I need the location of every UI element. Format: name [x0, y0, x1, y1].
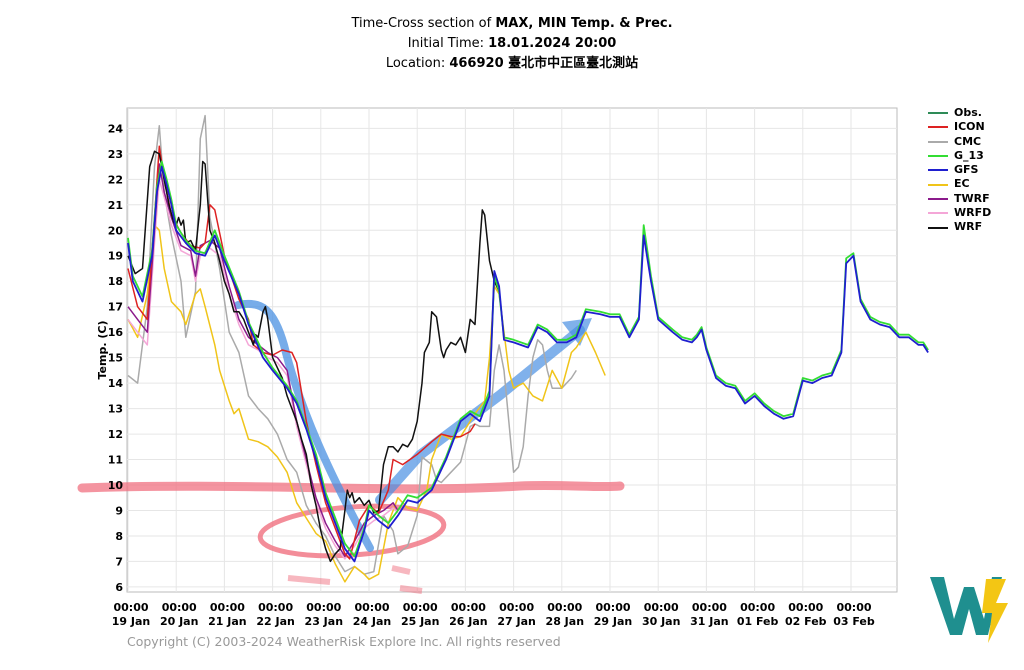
x-tick-date: 23 Jan: [305, 615, 343, 628]
legend-swatch: [928, 212, 948, 215]
plot-area: [126, 107, 898, 593]
x-tick-time: 00:00: [113, 601, 148, 614]
annotation-red-band: [77, 480, 625, 494]
legend-item: GFS: [928, 163, 991, 177]
legend-label: WRFD: [954, 206, 992, 220]
legend-swatch: [928, 197, 948, 200]
series-line-wrf: [127, 150, 500, 563]
y-tick-label: 9: [115, 504, 123, 517]
y-tick-label: 17: [108, 301, 123, 314]
y-tick-label: 11: [108, 454, 123, 467]
x-tick-date: 25 Jan: [401, 615, 439, 628]
y-tick-label: 15: [108, 352, 123, 365]
x-tick-time: 00:00: [740, 601, 775, 614]
x-tick-date: 02 Feb: [785, 615, 827, 628]
y-tick-label: 19: [108, 250, 123, 263]
x-tick-time: 00:00: [692, 601, 727, 614]
x-tick-date: 20 Jan: [160, 615, 198, 628]
legend-item: EC: [928, 177, 991, 191]
legend-label: Obs.: [954, 106, 982, 119]
y-tick-labels: 6 7 8 9 10 11 12 13 14 15 16 17 18 19 20 21 22 23 24: [108, 122, 124, 594]
x-tick-time: 00:00: [644, 601, 679, 614]
x-tick-time: 00:00: [354, 601, 389, 614]
y-tick-label: 10: [108, 479, 124, 492]
y-tick-label: 13: [108, 403, 123, 416]
x-tick-time: 00:00: [595, 601, 630, 614]
legend: Obs. ICON CMC G_13 GFS EC TWRF WRFD WRF: [928, 106, 991, 235]
legend-item: ICON: [928, 120, 991, 134]
x-tick-time: 00:00: [836, 601, 871, 614]
x-tick-date: 19 Jan: [112, 615, 150, 628]
legend-swatch: [928, 155, 948, 158]
x-tick-date: 24 Jan: [353, 615, 391, 628]
x-tick-date: 01 Feb: [737, 615, 779, 628]
x-tick-date: 31 Jan: [690, 615, 728, 628]
y-tick-label: 20: [108, 224, 124, 237]
series-line-gfs: [127, 165, 929, 563]
y-tick-label: 8: [115, 530, 123, 543]
x-tick-time: 00:00: [210, 601, 245, 614]
legend-item: TWRF: [928, 192, 991, 206]
x-tick-time: 00:00: [547, 601, 582, 614]
y-tick-label: 22: [108, 173, 123, 186]
x-tick-time: 00:00: [499, 601, 534, 614]
legend-label: WRF: [954, 220, 983, 234]
y-tick-label: 6: [115, 581, 123, 594]
x-tick-time: 00:00: [306, 601, 341, 614]
legend-label: GFS: [954, 163, 979, 177]
legend-swatch: [928, 226, 948, 229]
legend-label: CMC: [954, 134, 982, 148]
title-line-3: Location: 466920 臺北市中正區臺北測站: [385, 56, 639, 71]
x-tick-time: 00:00: [451, 601, 486, 614]
y-axis-label: Temp. (C): [96, 321, 109, 380]
y-tick-label: 21: [108, 199, 123, 212]
legend-label: G_13: [954, 148, 984, 162]
y-tick-label: 16: [108, 326, 124, 339]
x-tick-date: 03 Feb: [833, 615, 875, 628]
y-tick-label: 7: [115, 555, 123, 568]
title-line-2: Initial Time: 18.01.2024 20:00: [407, 36, 617, 51]
legend-item: G_13: [928, 149, 991, 163]
legend-item: WRFD: [928, 206, 991, 220]
weatherrisk-logo: [930, 577, 1008, 643]
x-tick-date: 27 Jan: [497, 615, 535, 628]
legend-swatch: [928, 112, 948, 115]
x-tick-time: 00:00: [403, 601, 438, 614]
y-tick-label: 23: [108, 148, 123, 161]
x-tick-date: 29 Jan: [594, 615, 632, 628]
x-tick-date: 21 Jan: [208, 615, 246, 628]
chart-title: Time-Cross section of MAX, MIN Temp. & P…: [0, 14, 1024, 74]
legend-swatch: [928, 169, 948, 172]
legend-swatch: [928, 140, 948, 143]
x-tick-date: 28 Jan: [546, 615, 584, 628]
legend-item: CMC: [928, 135, 991, 149]
y-tick-label: 12: [108, 428, 123, 441]
x-tick-date: 26 Jan: [449, 615, 487, 628]
grid-lines: [127, 108, 897, 592]
annotation-blue-down-arrow: [234, 299, 374, 552]
legend-label: ICON: [954, 120, 985, 134]
legend-swatch: [928, 126, 948, 129]
copyright-text: Copyright (C) 2003-2024 WeatherRisk Expl…: [127, 634, 561, 649]
y-tick-label: 18: [108, 275, 123, 288]
legend-item: Obs.: [928, 106, 991, 120]
x-tick-time: 00:00: [788, 601, 823, 614]
x-tick-date: 22 Jan: [256, 615, 294, 628]
series-lines: [127, 114, 929, 583]
x-tick-date: 30 Jan: [642, 615, 680, 628]
legend-item: WRF: [928, 220, 991, 234]
y-tick-label: 14: [108, 377, 124, 390]
x-tick-time: 00:00: [258, 601, 293, 614]
legend-swatch: [928, 183, 948, 186]
y-tick-label: 24: [108, 122, 124, 135]
annotation-red-marks: [287, 565, 423, 594]
x-tick-time: 00:00: [162, 601, 197, 614]
series-line-ec: [127, 224, 606, 583]
legend-label: TWRF: [954, 191, 990, 205]
title-line-1: Time-Cross section of MAX, MIN Temp. & P…: [351, 16, 673, 31]
legend-label: EC: [954, 177, 970, 191]
